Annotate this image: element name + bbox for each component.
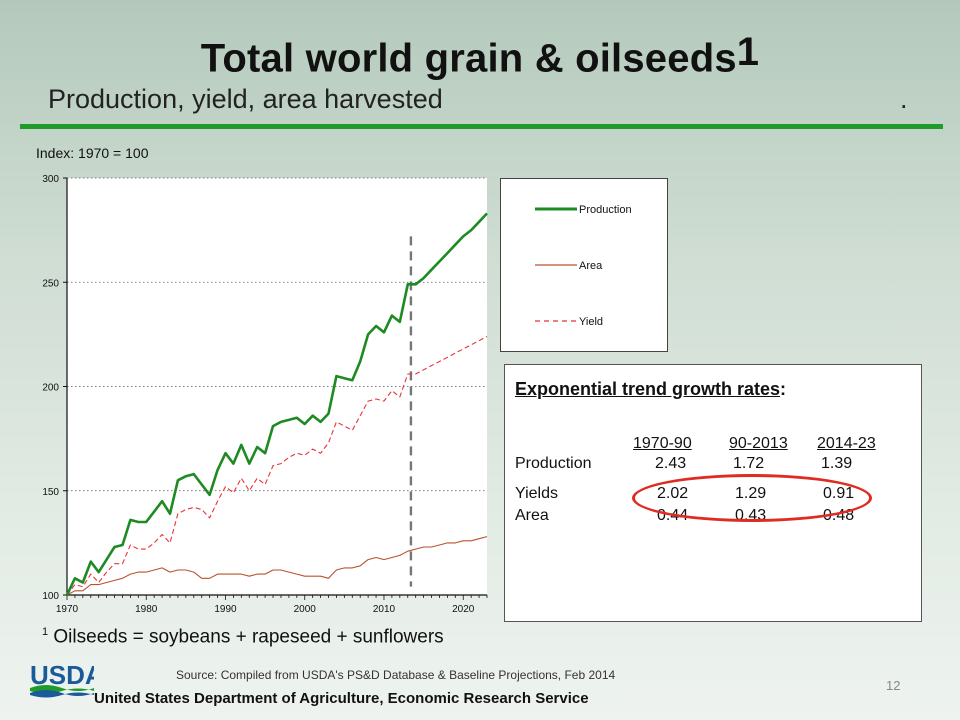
usda-logo: USDA bbox=[30, 658, 104, 703]
y-tick-label: 100 bbox=[42, 591, 59, 602]
row-label-area: Area bbox=[515, 507, 549, 524]
growth-rates-title: Exponential trend growth rates: bbox=[515, 379, 786, 400]
source-note: Source: Compiled from USDA's PS&D Databa… bbox=[176, 668, 616, 682]
rate-production-2014-23: 1.39 bbox=[821, 455, 853, 472]
rate-production-90-2013: 1.72 bbox=[733, 455, 765, 472]
footnote: 1 Oilseeds = soybeans + rapeseed + sunfl… bbox=[42, 626, 444, 648]
x-tick-label: 2000 bbox=[294, 604, 317, 615]
legend-label-yield: Yield bbox=[579, 316, 603, 328]
title-text: Total world grain & oilseeds bbox=[200, 36, 737, 81]
slide-subtitle: Production, yield, area harvested bbox=[48, 84, 443, 114]
series-yield bbox=[66, 336, 488, 596]
period-header-2014-23: 2014-23 bbox=[817, 435, 876, 452]
plot-area bbox=[67, 178, 487, 595]
growth-rates-title-colon: : bbox=[780, 379, 787, 399]
y-tick-label: 250 bbox=[42, 278, 59, 289]
agency-name: United States Department of Agriculture,… bbox=[94, 690, 589, 707]
usda-logo-wave-2 bbox=[30, 690, 94, 698]
yields-highlight-ellipse bbox=[632, 474, 872, 522]
legend-item-area: Area bbox=[535, 260, 603, 272]
subtitle-trailing-mark: . bbox=[900, 84, 908, 114]
x-tick-label: 2010 bbox=[373, 604, 396, 615]
y-tick-label: 150 bbox=[42, 487, 59, 498]
legend-item-yield: Yield bbox=[535, 316, 603, 328]
row-label-production: Production bbox=[515, 455, 592, 472]
series-production bbox=[65, 212, 488, 596]
growth-rates-title-text: Exponential trend growth rates bbox=[515, 379, 781, 399]
legend-svg: Production Area Yield bbox=[535, 204, 632, 328]
x-tick-label: 2020 bbox=[452, 604, 475, 615]
period-header-1970-90: 1970-90 bbox=[633, 435, 692, 452]
x-tick-label: 1980 bbox=[135, 604, 158, 615]
line-chart: 300 250 200 150 100 1970 1980 1990 2000 2010 2020 bbox=[42, 174, 488, 615]
legend-label-production: Production bbox=[579, 204, 632, 216]
row-label-yields: Yields bbox=[515, 485, 558, 502]
slide-title: Total world grain & oilseeds1 bbox=[0, 30, 960, 81]
chart-legend: Production Area Yield bbox=[500, 178, 668, 352]
y-axis-label: Index: 1970 = 100 bbox=[36, 145, 149, 161]
footnote-text: Oilseeds = soybeans + rapeseed + sunflow… bbox=[53, 626, 444, 648]
legend-item-production: Production bbox=[535, 204, 632, 216]
y-tick-label: 300 bbox=[42, 174, 59, 185]
title-superscript: 1 bbox=[736, 30, 760, 74]
footnote-marker: 1 bbox=[42, 626, 49, 638]
legend-label-area: Area bbox=[579, 260, 603, 272]
rate-production-1970-90: 2.43 bbox=[655, 455, 687, 472]
y-tick-label: 200 bbox=[42, 383, 59, 394]
series-area bbox=[66, 536, 488, 596]
x-tick-label: 1990 bbox=[214, 604, 237, 615]
x-tick-label: 1970 bbox=[56, 604, 79, 615]
usda-logo-mark: USDA bbox=[30, 660, 104, 698]
period-header-90-2013: 90-2013 bbox=[729, 435, 788, 452]
page-number: 12 bbox=[886, 678, 901, 693]
usda-logo-text: USDA bbox=[30, 660, 94, 690]
title-divider bbox=[20, 124, 943, 129]
